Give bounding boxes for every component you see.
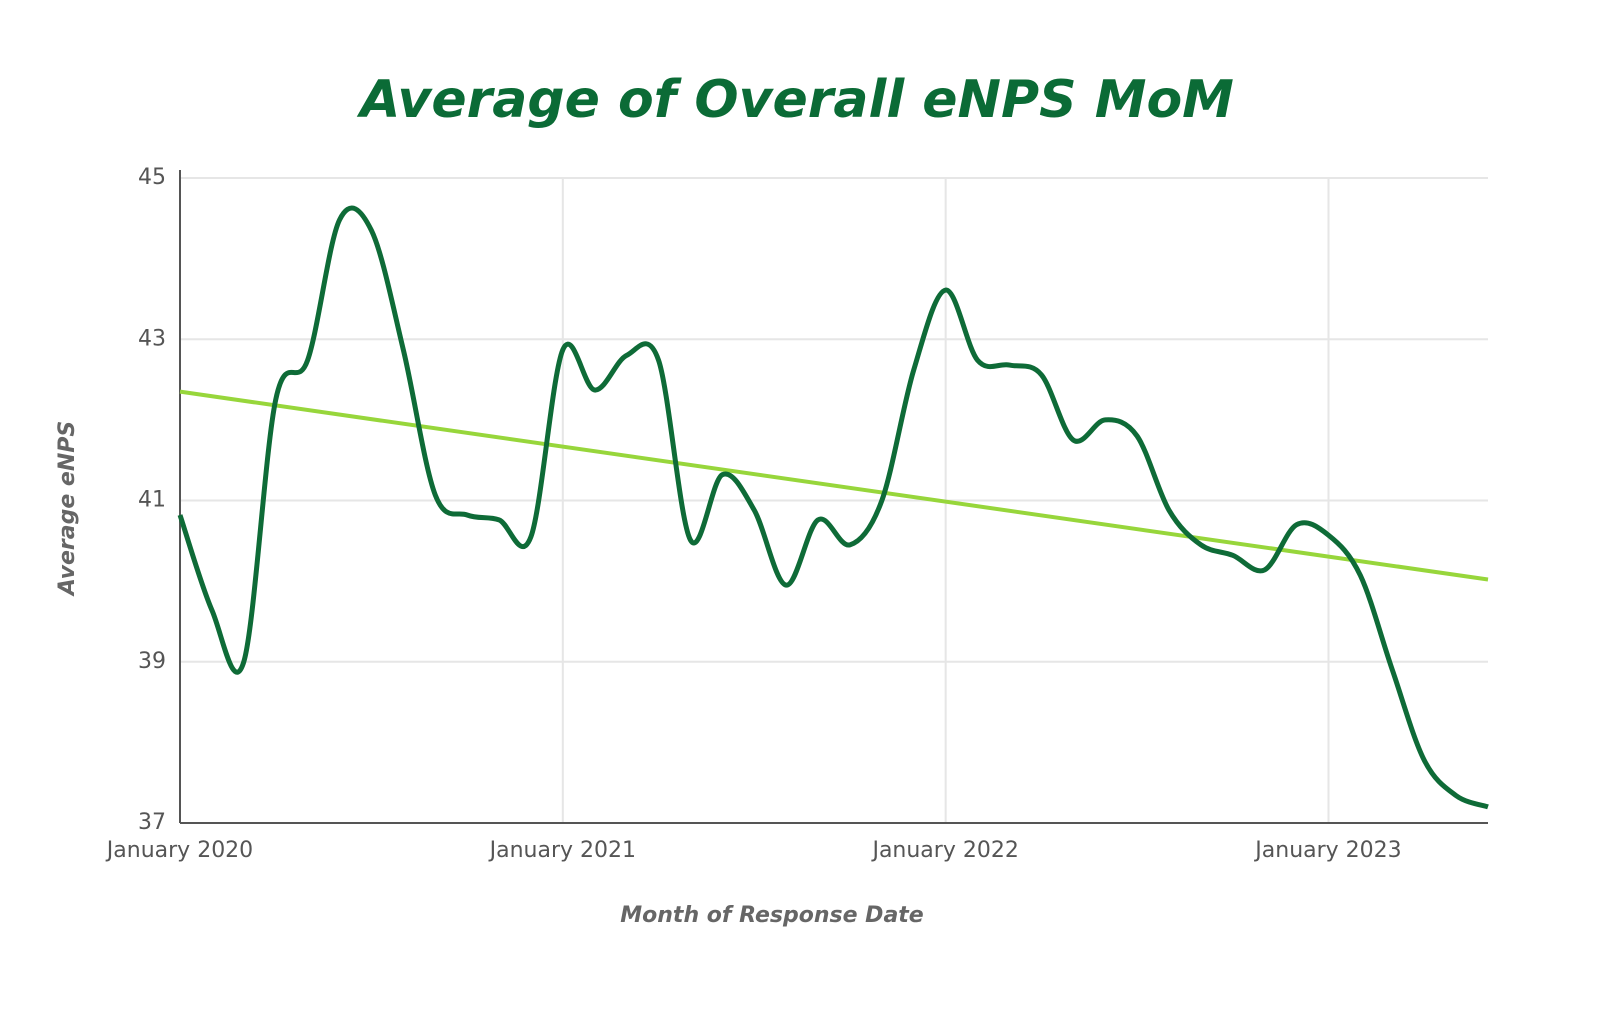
y-axis-title: Average eNPS [55,421,80,597]
trend-line [179,389,1489,582]
chart-title: Average of Overall eNPS MoM [356,70,1234,130]
data-line [177,205,1489,810]
x-tick-label: January 2020 [105,838,253,863]
y-tick-label: 37 [138,810,166,835]
x-axis-title: Month of Response Date [620,903,924,928]
y-tick-label: 45 [138,165,166,190]
x-tick-label: January 2021 [488,838,636,863]
x-tick-label: January 2023 [1253,838,1401,863]
y-tick-label: 41 [138,488,166,513]
x-tick-label: January 2022 [870,838,1018,863]
y-tick-label: 43 [138,326,166,351]
y-tick-label: 39 [138,649,166,674]
